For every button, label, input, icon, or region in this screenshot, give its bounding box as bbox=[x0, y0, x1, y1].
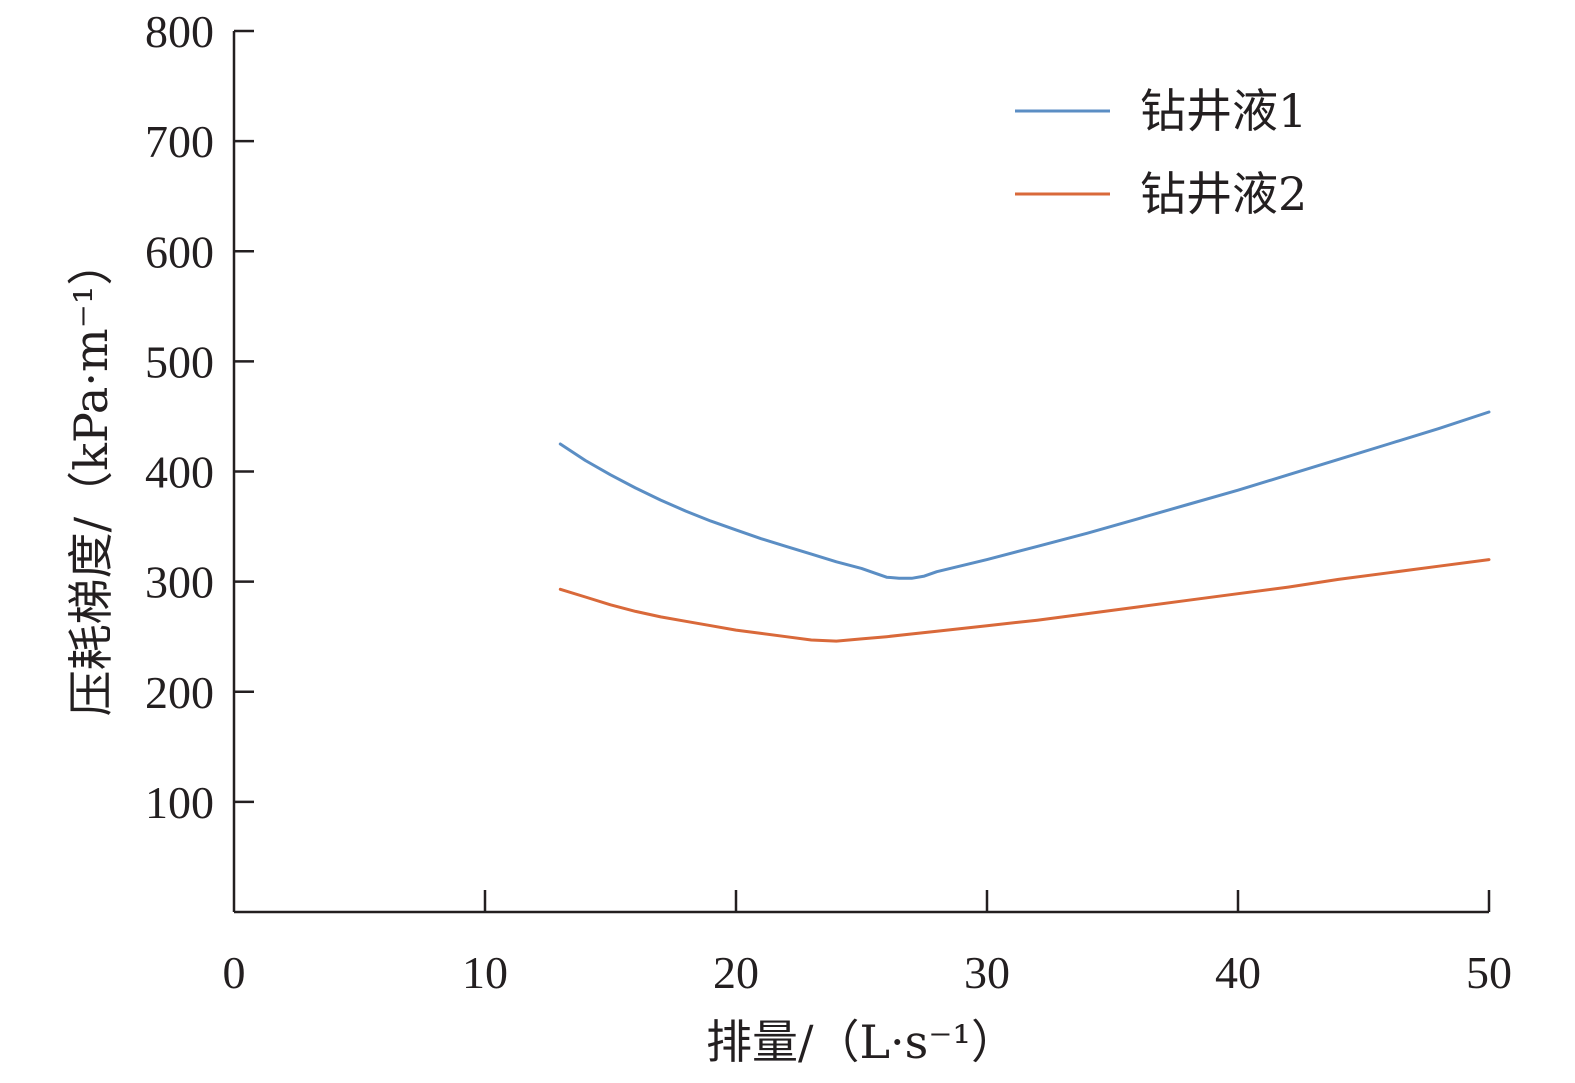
x-tick-label: 40 bbox=[1215, 947, 1261, 998]
x-tick-label: 10 bbox=[462, 947, 508, 998]
legend-label-1: 钻井液1 bbox=[1140, 84, 1307, 138]
y-ticks: 100 200 300 400 500 600 700 800 bbox=[145, 6, 254, 828]
legend-label-2: 钻井液2 bbox=[1140, 167, 1307, 221]
x-tick-label: 30 bbox=[964, 947, 1010, 998]
x-ticks: 0 10 20 30 40 50 bbox=[223, 890, 1512, 998]
series-group bbox=[558, 410, 1491, 643]
y-tick-label: 100 bbox=[145, 777, 214, 828]
y-tick-label: 300 bbox=[145, 557, 214, 608]
y-tick-label: 800 bbox=[145, 6, 214, 57]
y-tick-label: 400 bbox=[145, 447, 214, 498]
y-tick-label: 200 bbox=[145, 667, 214, 718]
y-tick-label: 700 bbox=[145, 116, 214, 167]
x-tick-label: 0 bbox=[223, 947, 246, 998]
x-axis-title: 排量/（L·s⁻¹） bbox=[706, 1015, 1017, 1069]
series-line-1 bbox=[558, 410, 1491, 580]
x-tick-label: 20 bbox=[713, 947, 759, 998]
x-tick-label: 50 bbox=[1466, 947, 1512, 998]
y-tick-label: 600 bbox=[145, 226, 214, 277]
y-tick-label: 500 bbox=[145, 336, 214, 387]
series-line-2 bbox=[558, 558, 1491, 643]
y-axis-title: 压耗梯度/（kPa·m⁻¹） bbox=[64, 240, 118, 717]
legend: 钻井液1 钻井液2 bbox=[1015, 84, 1307, 221]
